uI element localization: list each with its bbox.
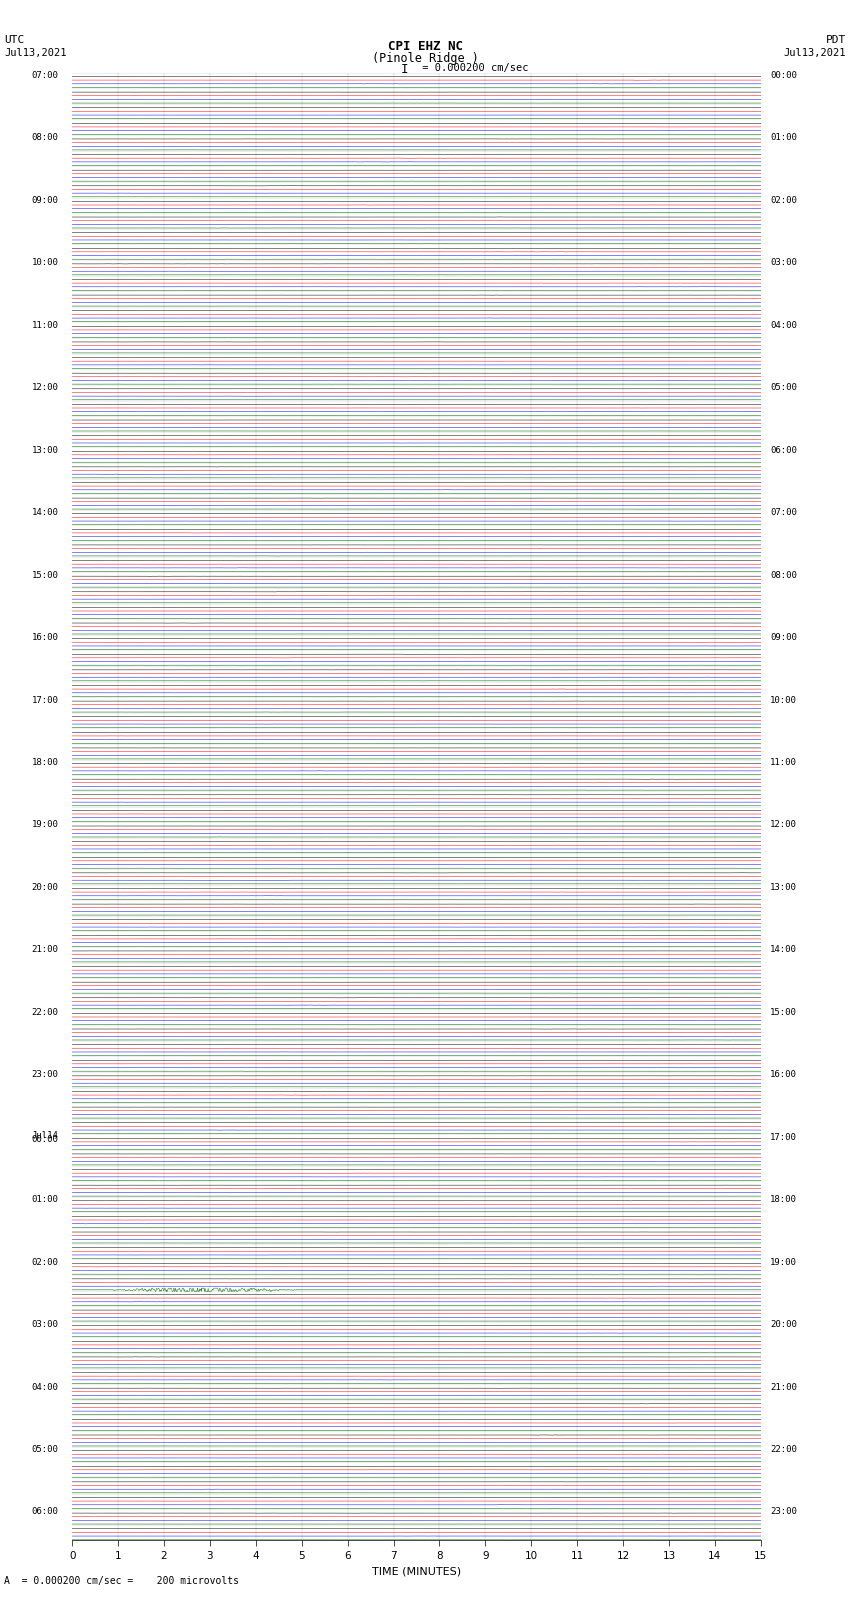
Text: I: I [400, 63, 408, 76]
Text: 06:00: 06:00 [31, 1508, 59, 1516]
Text: 12:00: 12:00 [770, 821, 796, 829]
Text: 14:00: 14:00 [770, 945, 796, 955]
Text: 00:00: 00:00 [770, 71, 796, 81]
Text: 15:00: 15:00 [770, 1008, 796, 1016]
Text: 02:00: 02:00 [770, 195, 796, 205]
Text: 20:00: 20:00 [770, 1319, 796, 1329]
Text: 18:00: 18:00 [770, 1195, 796, 1205]
Text: 16:00: 16:00 [31, 632, 59, 642]
Text: 19:00: 19:00 [31, 821, 59, 829]
Text: 07:00: 07:00 [31, 71, 59, 81]
Text: 03:00: 03:00 [31, 1319, 59, 1329]
Text: 14:00: 14:00 [31, 508, 59, 518]
Text: 21:00: 21:00 [770, 1382, 796, 1392]
Text: = 0.000200 cm/sec: = 0.000200 cm/sec [416, 63, 529, 73]
Text: 00:00: 00:00 [31, 1136, 59, 1144]
Text: 03:00: 03:00 [770, 258, 796, 268]
X-axis label: TIME (MINUTES): TIME (MINUTES) [372, 1566, 461, 1576]
Text: 13:00: 13:00 [31, 445, 59, 455]
Text: 23:00: 23:00 [770, 1508, 796, 1516]
Text: UTC: UTC [4, 35, 25, 45]
Text: 09:00: 09:00 [770, 632, 796, 642]
Text: 09:00: 09:00 [31, 195, 59, 205]
Text: 17:00: 17:00 [770, 1132, 796, 1142]
Text: Jul14: Jul14 [31, 1131, 59, 1140]
Text: 08:00: 08:00 [770, 571, 796, 579]
Text: 20:00: 20:00 [31, 882, 59, 892]
Text: 11:00: 11:00 [770, 758, 796, 766]
Text: 18:00: 18:00 [31, 758, 59, 766]
Text: 13:00: 13:00 [770, 882, 796, 892]
Text: 04:00: 04:00 [770, 321, 796, 329]
Text: 08:00: 08:00 [31, 134, 59, 142]
Text: 16:00: 16:00 [770, 1071, 796, 1079]
Text: 06:00: 06:00 [770, 445, 796, 455]
Text: 01:00: 01:00 [770, 134, 796, 142]
Text: 19:00: 19:00 [770, 1258, 796, 1266]
Text: 04:00: 04:00 [31, 1382, 59, 1392]
Text: 21:00: 21:00 [31, 945, 59, 955]
Text: (Pinole Ridge ): (Pinole Ridge ) [371, 52, 479, 65]
Text: 22:00: 22:00 [31, 1008, 59, 1016]
Text: 23:00: 23:00 [31, 1071, 59, 1079]
Text: 05:00: 05:00 [31, 1445, 59, 1453]
Text: 22:00: 22:00 [770, 1445, 796, 1453]
Text: 15:00: 15:00 [31, 571, 59, 579]
Text: Jul13,2021: Jul13,2021 [4, 48, 67, 58]
Text: 17:00: 17:00 [31, 695, 59, 705]
Text: 02:00: 02:00 [31, 1258, 59, 1266]
Text: 12:00: 12:00 [31, 384, 59, 392]
Text: 01:00: 01:00 [31, 1195, 59, 1205]
Text: 11:00: 11:00 [31, 321, 59, 329]
Text: PDT: PDT [825, 35, 846, 45]
Text: 10:00: 10:00 [770, 695, 796, 705]
Text: Jul13,2021: Jul13,2021 [783, 48, 846, 58]
Text: 05:00: 05:00 [770, 384, 796, 392]
Text: A  = 0.000200 cm/sec =    200 microvolts: A = 0.000200 cm/sec = 200 microvolts [4, 1576, 239, 1586]
Text: CPI EHZ NC: CPI EHZ NC [388, 40, 462, 53]
Text: 07:00: 07:00 [770, 508, 796, 518]
Text: 10:00: 10:00 [31, 258, 59, 268]
